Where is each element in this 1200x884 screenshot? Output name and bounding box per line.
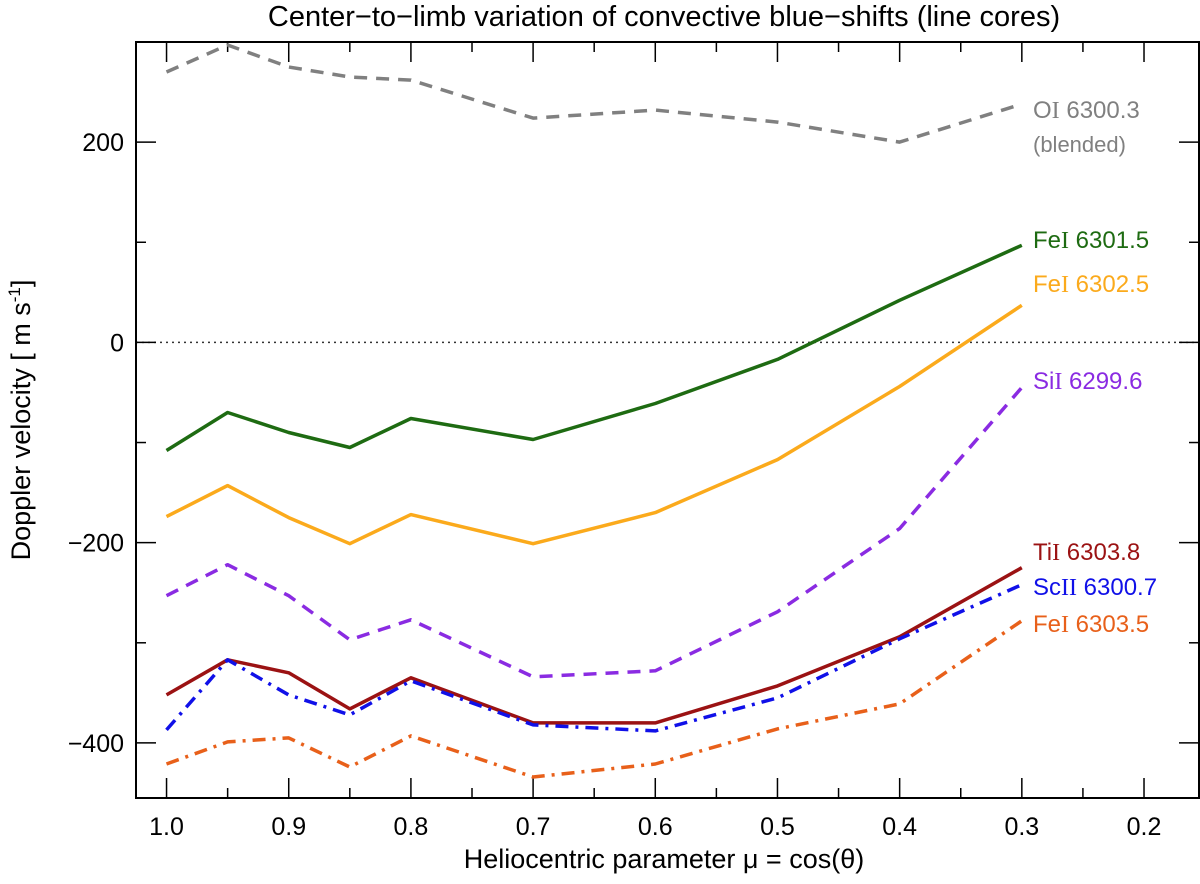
series-label-3: FeI 6302.5 (1033, 271, 1149, 298)
x-tick-label: 0.3 (1004, 813, 1039, 841)
x-tick-label: 0.7 (516, 813, 551, 841)
y-tick-label: 200 (82, 129, 124, 157)
y-tick-label: −200 (68, 530, 124, 558)
series-line-6 (165, 583, 1023, 733)
x-tick-label: 0.6 (638, 813, 673, 841)
series-line-4 (165, 386, 1024, 679)
y-tick-label: 0 (110, 329, 124, 357)
x-tick-label: 0.5 (760, 813, 795, 841)
plot-area: 1.0 0.9 0.8 0.7 0.6 0.5 0.4 0.3 0.2 −400 −200 0 200 O… (68, 42, 1199, 841)
x-axis-label: Heliocentric parameter μ = cos(θ) (464, 844, 864, 874)
x-tick-label: 0.2 (1127, 813, 1162, 841)
y-tick-label: −400 (68, 730, 124, 758)
x-tick-label: 1.0 (149, 813, 184, 841)
plot-frame (135, 41, 1200, 799)
series-label-1: OI 6300.3 (1033, 97, 1140, 124)
series-line-3 (165, 303, 1023, 546)
series-label-2: FeI 6301.5 (1033, 227, 1149, 254)
chart-title: Center−to−limb variation of convective b… (268, 1, 1060, 33)
series-line-2 (165, 243, 1023, 452)
series-label-4: SiI 6299.6 (1033, 368, 1142, 395)
series-label-5: TiI 6303.8 (1033, 539, 1140, 566)
x-tick-label: 0.9 (271, 813, 306, 841)
series-line-1 (165, 43, 1023, 144)
series-label-6: ScII 6300.7 (1033, 574, 1157, 601)
x-tick-label: 0.8 (394, 813, 429, 841)
series-sublabel-1: (blended) (1033, 132, 1126, 157)
series-label-7: FeI 6303.5 (1033, 611, 1149, 638)
series-line-7 (165, 619, 1023, 779)
x-tick-label: 0.4 (882, 813, 917, 841)
y-axis-label: Doppler velocity [ m s-1] (5, 280, 36, 561)
series-line-5 (165, 566, 1023, 725)
